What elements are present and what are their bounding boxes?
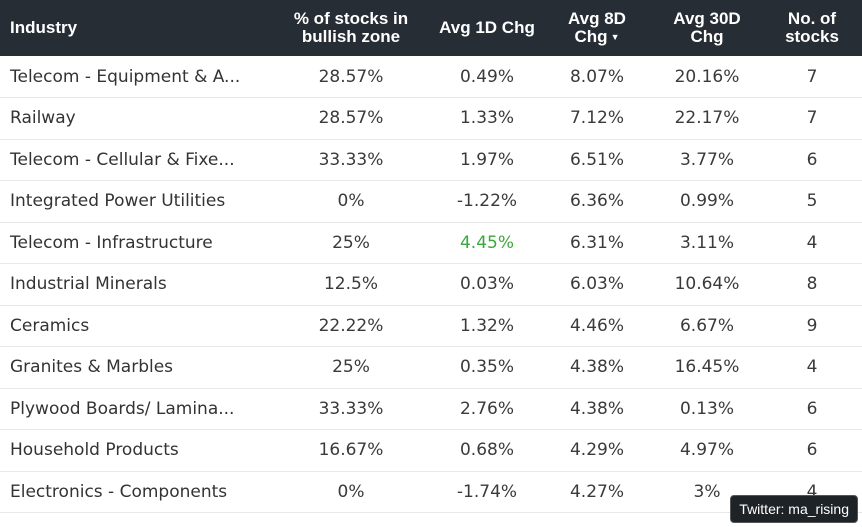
- cell-avg-1d: -1.22%: [456, 191, 518, 212]
- cell-industry: Telecom - Equipment & A...: [10, 66, 241, 87]
- cell-avg-8d: 4.46%: [569, 315, 624, 336]
- header-num-stocks[interactable]: No. of stocks: [785, 9, 839, 46]
- cell-pct-bullish: 12.5%: [323, 274, 378, 295]
- table-row[interactable]: Granites & Marbles 25% 0.35% 4.38% 16.45% 4: [0, 347, 862, 388]
- cell-avg-8d: 8.07%: [569, 66, 624, 87]
- twitter-watermark: Twitter: ma_rising: [730, 495, 858, 523]
- cell-num-stocks: 4: [806, 481, 818, 502]
- cell-num-stocks: 6: [806, 149, 818, 170]
- cell-avg-8d: 4.38%: [569, 357, 624, 378]
- cell-avg-30d: 4.97%: [679, 440, 734, 461]
- cell-avg-30d: 22.17%: [674, 108, 740, 129]
- cell-avg-1d: 2.76%: [459, 398, 514, 419]
- cell-avg-1d: 0.68%: [459, 440, 514, 461]
- cell-num-stocks: 6: [806, 398, 818, 419]
- cell-industry: Electronics - Components: [10, 481, 228, 502]
- cell-avg-8d: 6.31%: [569, 232, 624, 253]
- cell-avg-8d: 7.12%: [569, 108, 624, 129]
- cell-pct-bullish: 16.67%: [318, 440, 384, 461]
- table-row[interactable]: Ceramics 22.22% 1.32% 4.46% 6.67% 9: [0, 305, 862, 347]
- header-avg-30d[interactable]: Avg 30D Chg: [673, 9, 741, 46]
- cell-avg-30d: 6.67%: [679, 315, 734, 336]
- cell-avg-30d: 16.45%: [674, 357, 740, 378]
- cell-pct-bullish: 33.33%: [318, 149, 384, 170]
- cell-industry: Railway: [10, 108, 76, 129]
- header-avg-8d[interactable]: Avg 8D Chg ▼: [542, 0, 652, 56]
- cell-avg-8d: 6.51%: [569, 149, 624, 170]
- cell-avg-1d: -1.74%: [456, 481, 518, 502]
- cell-avg-30d: 3.77%: [679, 149, 734, 170]
- cell-industry: Industrial Minerals: [10, 274, 167, 295]
- table-row[interactable]: Integrated Power Utilities 0% -1.22% 6.36% 0…: [0, 181, 862, 222]
- header-row: Industry % of stocks in bullish zone Avg…: [0, 0, 862, 56]
- table-row[interactable]: Electronics - Components 0% -1.74% 4.27% 3% 4: [0, 471, 862, 513]
- table-row[interactable]: Industrial Minerals 12.5% 0.03% 6.03% 10.64%…: [0, 264, 862, 305]
- cell-pct-bullish: 0%: [337, 481, 365, 502]
- cell-industry: Integrated Power Utilities: [10, 191, 226, 212]
- cell-pct-bullish: 22.22%: [318, 315, 384, 336]
- cell-avg-1d: 0.49%: [459, 66, 514, 87]
- table-row[interactable]: Telecom - Equipment & A... 28.57% 0.49% 8.0…: [0, 56, 862, 98]
- cell-avg-1d: 1.97%: [459, 149, 514, 170]
- cell-num-stocks: 9: [806, 315, 818, 336]
- cell-avg-30d: 0.13%: [679, 398, 734, 419]
- cell-avg-8d: 4.38%: [569, 398, 624, 419]
- cell-avg-30d: 10.64%: [674, 274, 740, 295]
- header-industry[interactable]: Industry: [10, 18, 78, 37]
- cell-avg-1d: 1.32%: [459, 315, 514, 336]
- cell-num-stocks: 4: [806, 357, 818, 378]
- header-avg-1d[interactable]: Avg 1D Chg: [439, 18, 535, 37]
- table-row[interactable]: Telecom - Infrastructure 25% 4.45% 6.31% 3.1…: [0, 222, 862, 264]
- cell-avg-1d: 0.03%: [459, 274, 514, 295]
- cell-avg-30d: 3%: [693, 481, 721, 502]
- cell-num-stocks: 6: [806, 440, 818, 461]
- table-row[interactable]: Telecom - Cellular & Fixe... 33.33% 1.97% 6…: [0, 139, 862, 181]
- cell-avg-8d: 4.29%: [569, 440, 624, 461]
- cell-avg-1d: 4.45%: [459, 232, 514, 253]
- cell-industry: Ceramics: [10, 315, 90, 336]
- cell-industry: Telecom - Infrastructure: [10, 232, 213, 253]
- cell-pct-bullish: 0%: [337, 191, 365, 212]
- cell-pct-bullish: 33.33%: [318, 398, 384, 419]
- sort-descending-icon: ▼: [610, 32, 620, 43]
- header-pct-bullish[interactable]: % of stocks in bullish zone: [293, 9, 409, 46]
- cell-avg-8d: 6.03%: [569, 274, 624, 295]
- cell-pct-bullish: 28.57%: [318, 108, 384, 129]
- cell-industry: Telecom - Cellular & Fixe...: [10, 149, 235, 170]
- cell-avg-8d: 6.36%: [569, 191, 624, 212]
- table-body: Telecom - Equipment & A... 28.57% 0.49% 8.0…: [0, 56, 862, 513]
- cell-avg-8d: 4.27%: [569, 481, 624, 502]
- table-row[interactable]: Household Products 16.67% 0.68% 4.29% 4.97% 6: [0, 430, 862, 471]
- cell-industry: Plywood Boards/ Lamina...: [10, 398, 235, 419]
- cell-num-stocks: 7: [806, 108, 818, 129]
- table-row[interactable]: Plywood Boards/ Lamina... 33.33% 2.76% 4.38…: [0, 388, 862, 430]
- industry-table: Industry % of stocks in bullish zone Avg…: [0, 0, 862, 513]
- header-avg-8d-label: Avg 8D Chg: [568, 8, 626, 46]
- cell-num-stocks: 5: [806, 191, 818, 212]
- cell-industry: Household Products: [10, 440, 179, 461]
- table-header: Industry % of stocks in bullish zone Avg…: [0, 0, 862, 56]
- cell-num-stocks: 7: [806, 66, 818, 87]
- table-row[interactable]: Railway 28.57% 1.33% 7.12% 22.17% 7: [0, 98, 862, 139]
- cell-avg-1d: 1.33%: [459, 108, 514, 129]
- cell-pct-bullish: 25%: [332, 357, 370, 378]
- cell-num-stocks: 4: [806, 232, 818, 253]
- cell-num-stocks: 8: [806, 274, 818, 295]
- cell-avg-30d: 0.99%: [679, 191, 734, 212]
- cell-pct-bullish: 28.57%: [318, 66, 384, 87]
- cell-pct-bullish: 25%: [332, 232, 370, 253]
- cell-avg-30d: 3.11%: [679, 232, 734, 253]
- cell-industry: Granites & Marbles: [10, 357, 174, 378]
- cell-avg-30d: 20.16%: [674, 66, 740, 87]
- cell-avg-1d: 0.35%: [459, 357, 514, 378]
